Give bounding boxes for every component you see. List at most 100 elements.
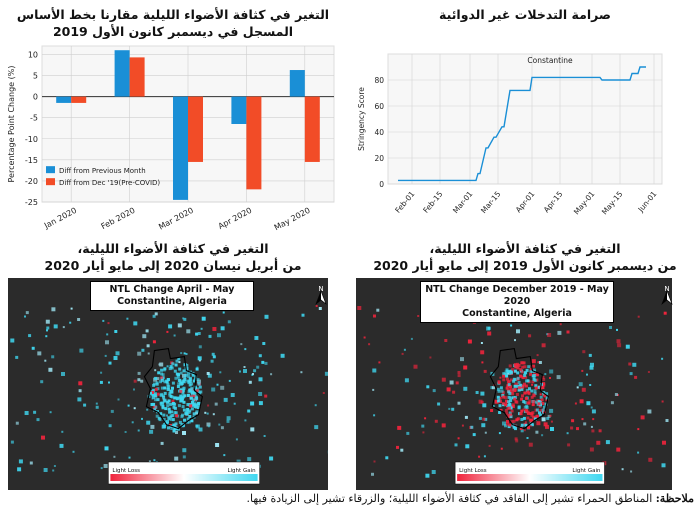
map-pixel xyxy=(197,381,201,385)
map-pixel xyxy=(45,319,50,324)
map-pixel xyxy=(198,345,202,349)
map-pixel xyxy=(156,377,160,381)
map-pixel xyxy=(566,432,569,435)
map-pixel xyxy=(160,368,164,372)
map-pixel xyxy=(576,427,579,431)
map-pixel xyxy=(441,423,446,428)
map-pixel xyxy=(192,392,196,396)
map-pixel xyxy=(175,372,179,376)
map-pixel xyxy=(522,408,526,412)
map-pixel xyxy=(528,334,532,338)
map-pixel xyxy=(556,375,561,380)
map-pixel xyxy=(547,414,551,418)
map-pixel xyxy=(448,407,451,410)
map-pixel xyxy=(183,317,187,321)
x-tick-label: Apr-01 xyxy=(514,189,537,214)
map-pixel xyxy=(506,420,509,423)
map-pixel xyxy=(515,393,519,396)
map-pixel xyxy=(501,393,505,397)
map-pixel xyxy=(513,363,517,367)
map-pixel xyxy=(219,371,222,374)
map-pixel xyxy=(490,409,494,412)
map-pixel xyxy=(195,332,199,336)
map-pixel xyxy=(578,382,583,387)
map-pixel xyxy=(102,319,105,322)
map-pixel xyxy=(179,398,183,402)
map-pixel xyxy=(535,430,539,434)
map-pixel xyxy=(189,404,193,408)
map-pixel xyxy=(520,423,524,427)
map-left-image: Light Loss Light Gain xyxy=(8,278,328,490)
map-pixel xyxy=(460,357,464,362)
map-pixel xyxy=(542,410,546,414)
map-pixel xyxy=(510,324,513,327)
map-pixel xyxy=(520,388,524,391)
map-pixel xyxy=(504,409,508,412)
map-pixel xyxy=(149,391,152,395)
map-pixel xyxy=(532,364,536,368)
map-pixel xyxy=(533,374,537,377)
north-arrow-icon: N xyxy=(315,285,327,305)
map-pixel xyxy=(536,421,541,426)
map-pixel xyxy=(511,405,515,409)
map-pixel xyxy=(227,320,231,324)
map-pixel xyxy=(100,467,103,470)
x-tick-label: Feb 2020 xyxy=(100,206,137,231)
map-pixel xyxy=(190,419,194,423)
bar xyxy=(114,50,130,97)
map-pixel xyxy=(530,389,534,393)
map-pixel xyxy=(258,401,263,406)
map-pixel xyxy=(36,418,40,422)
map-pixel xyxy=(632,362,637,367)
map-pixel xyxy=(160,386,164,390)
map-pixel xyxy=(538,361,542,364)
map-pixel xyxy=(175,397,179,401)
map-pixel xyxy=(616,447,621,452)
map-pixel xyxy=(541,376,545,379)
map-pixel xyxy=(621,468,624,471)
map-pixel xyxy=(509,399,513,403)
map-pixel xyxy=(590,406,593,409)
map-pixel xyxy=(168,324,173,329)
map-pixel xyxy=(15,355,19,359)
map-pixel xyxy=(589,365,594,370)
map-pixel xyxy=(220,326,225,331)
map-pixel xyxy=(514,339,516,342)
map-pixel xyxy=(457,374,461,378)
map-pixel xyxy=(189,396,193,400)
map-pixel xyxy=(531,380,535,384)
map-pixel xyxy=(517,405,521,409)
map-pixel xyxy=(166,383,170,387)
map-pixel xyxy=(154,369,157,372)
map-pixel xyxy=(169,415,173,419)
map-pixel xyxy=(505,374,509,378)
map-pixel xyxy=(192,398,195,402)
map-pixel xyxy=(104,354,107,357)
map-pixel xyxy=(463,386,468,391)
map-pixel xyxy=(243,369,247,373)
x-tick-label: May-01 xyxy=(572,189,597,216)
map-pixel xyxy=(174,376,178,380)
map-pixel xyxy=(478,399,483,404)
map-pixel xyxy=(177,357,181,361)
map-pixel xyxy=(480,342,483,344)
map-pixel xyxy=(196,378,200,381)
map-pixel xyxy=(160,372,163,376)
map-pixel xyxy=(529,412,533,416)
map-pixel xyxy=(484,417,488,421)
map-pixel xyxy=(156,398,160,402)
map-pixel xyxy=(470,425,474,429)
map-pixel xyxy=(264,361,268,365)
map-pixel xyxy=(371,472,374,476)
map-pixel xyxy=(520,429,524,433)
map-pixel xyxy=(586,401,591,406)
map-pixel xyxy=(516,371,520,375)
map-pixel xyxy=(186,408,190,411)
map-pixel xyxy=(509,396,513,400)
map-pixel xyxy=(510,409,514,413)
map-pixel xyxy=(154,387,158,391)
map-pixel xyxy=(108,381,110,384)
map-pixel xyxy=(535,408,539,412)
map-pixel xyxy=(502,374,506,378)
map-pixel xyxy=(373,460,376,463)
